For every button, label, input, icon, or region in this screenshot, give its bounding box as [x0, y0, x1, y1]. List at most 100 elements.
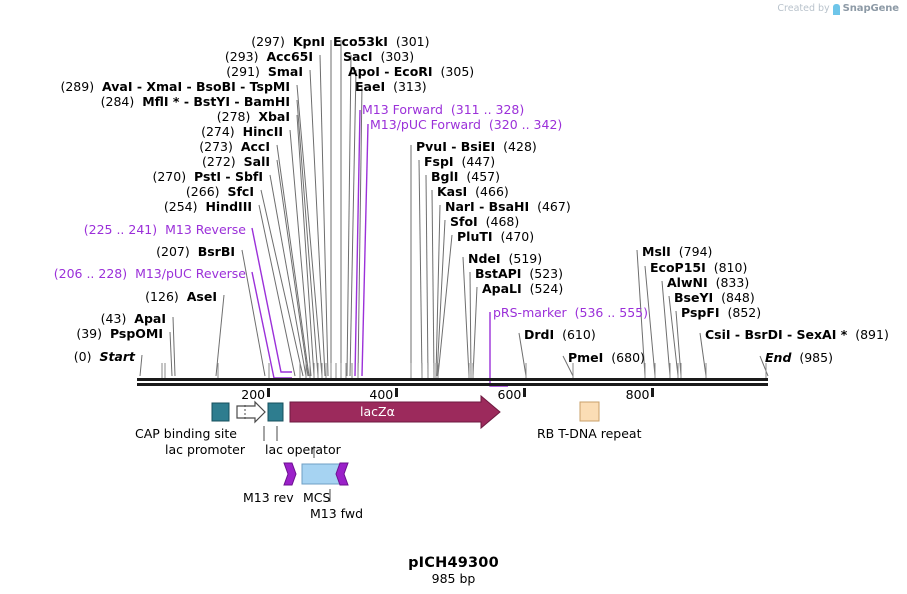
site-position-apoi: (305): [440, 64, 475, 79]
plasmid-name: pICH49300: [408, 555, 499, 571]
primer-label-m13-puc-reverse[interactable]: (206 .. 228) M13/pUC Reverse: [54, 267, 246, 281]
site-label-asei[interactable]: (126) AseI: [145, 290, 217, 304]
site-label-apoi[interactable]: ApoI - EcoRI (305): [348, 65, 474, 79]
site-position-csii: (891): [855, 327, 889, 342]
site-enzyme-apali: ApaLI: [482, 281, 522, 296]
enzyme-leader-lines: [139, 40, 769, 377]
site-label-pspomi[interactable]: (39) PspOMI: [76, 327, 163, 341]
site-label-nari[interactable]: NarI - BsaHI (467): [445, 200, 571, 214]
site-label-ndei[interactable]: NdeI (519): [468, 252, 542, 266]
site-enzyme-sali: SalI: [243, 154, 270, 169]
site-label-msli[interactable]: MslI (794): [642, 245, 712, 259]
primer-name-m13-puc-forward: M13/pUC Forward: [370, 117, 481, 132]
site-label-apali[interactable]: ApaLI (524): [482, 282, 563, 296]
site-label-bstapi[interactable]: BstAPI (523): [475, 267, 563, 281]
primer-label-m13-forward[interactable]: M13 Forward (311 .. 328): [362, 103, 524, 117]
site-enzyme-pvui: PvuI - BsiEI: [416, 139, 496, 154]
site-position-xbai: (278): [216, 109, 251, 124]
site-enzyme-psti: PstI - SbfI: [194, 169, 263, 184]
site-label-sfci[interactable]: (266) SfcI: [186, 185, 254, 199]
site-label-acci[interactable]: (273) AccI: [199, 140, 270, 154]
site-label-acc65i[interactable]: (293) Acc65I: [225, 50, 313, 64]
site-position-bseyi: (848): [721, 290, 755, 305]
site-label-end[interactable]: End (985): [765, 351, 833, 365]
site-enzyme-saci: SacI: [343, 49, 373, 64]
m13-rev-label: M13 rev: [243, 490, 294, 505]
site-enzyme-bseyi: BseYI: [674, 290, 714, 305]
primer-name-m13-forward: M13 Forward: [362, 102, 443, 117]
site-label-hindiii[interactable]: (254) HindIII: [164, 200, 252, 214]
site-enzyme-end: End: [765, 350, 792, 365]
site-label-kpni[interactable]: (297) KpnI: [251, 35, 325, 49]
site-label-bgli[interactable]: BglI (457): [431, 170, 500, 184]
site-enzyme-smai: SmaI: [267, 64, 303, 79]
site-enzyme-fspi: FspI: [424, 154, 454, 169]
m13-rev-glyph: [283, 462, 297, 486]
ruler-tick-800: 800: [625, 387, 650, 402]
site-position-msli: (794): [678, 244, 713, 259]
site-label-ecop15i[interactable]: EcoP15I (810): [650, 261, 747, 275]
site-enzyme-asei: AseI: [186, 289, 217, 304]
lacz-alpha-glyph: [289, 394, 501, 430]
site-enzyme-ndei: NdeI: [468, 251, 501, 266]
site-label-avai[interactable]: (289) AvaI - XmaI - BsoBI - TspMI: [60, 80, 290, 94]
site-enzyme-pspomi: PspOMI: [109, 326, 163, 341]
site-label-smai[interactable]: (291) SmaI: [226, 65, 303, 79]
site-enzyme-hincii: HincII: [242, 124, 283, 139]
primer-label-m13-puc-forward[interactable]: M13/pUC Forward (320 .. 342): [370, 118, 562, 132]
site-label-alwni[interactable]: AlwNI (833): [667, 276, 749, 290]
m13-fwd-label: M13 fwd: [310, 506, 364, 521]
site-label-pvui[interactable]: PvuI - BsiEI (428): [416, 140, 537, 154]
site-position-pmei: (680): [611, 350, 645, 365]
primer-label-m13-reverse[interactable]: (225 .. 241) M13 Reverse: [84, 223, 246, 237]
site-position-sali: (272): [202, 154, 236, 169]
site-enzyme-alwni: AlwNI: [667, 275, 708, 290]
site-label-pspfi[interactable]: PspFI (852): [681, 306, 761, 320]
lac-promoter-label: lac promoter: [165, 442, 245, 457]
site-label-start[interactable]: (0) Start: [74, 350, 135, 364]
restriction-ticks: [161, 363, 767, 378]
site-label-apai[interactable]: (43) ApaI: [101, 312, 166, 326]
site-enzyme-bstapi: BstAPI: [475, 266, 522, 281]
site-label-pmei[interactable]: PmeI (680): [568, 351, 645, 365]
site-label-sfoi[interactable]: SfoI (468): [450, 215, 519, 229]
cap-binding-site-label: CAP binding site: [135, 426, 237, 441]
site-label-mfli[interactable]: (284) MflI * - BstYI - BamHI: [101, 95, 290, 109]
site-label-saci[interactable]: SacI (303): [343, 50, 414, 64]
site-label-sali[interactable]: (272) SalI: [202, 155, 270, 169]
site-position-apai: (43): [100, 311, 127, 326]
site-position-avai: (289): [60, 79, 95, 94]
site-position-psti: (270): [152, 169, 187, 184]
lac-operator-glyph: [267, 402, 284, 422]
snapgene-watermark: Created by SnapGene: [777, 3, 899, 15]
snapgene-logo-icon: [832, 4, 840, 15]
site-enzyme-eco53ki: Eco53kI: [333, 34, 388, 49]
site-label-bseyi[interactable]: BseYI (848): [674, 291, 755, 305]
site-label-pluti[interactable]: PluTI (470): [457, 230, 534, 244]
site-enzyme-sfoi: SfoI: [450, 214, 478, 229]
site-label-eco53ki[interactable]: Eco53kI (301): [333, 35, 429, 49]
site-label-kasi[interactable]: KasI (466): [437, 185, 509, 199]
site-position-apali: (524): [529, 281, 564, 296]
site-label-fspi[interactable]: FspI (447): [424, 155, 495, 169]
site-label-eaei[interactable]: EaeI (313): [355, 80, 427, 94]
site-enzyme-eaei: EaeI: [355, 79, 386, 94]
site-enzyme-pmei: PmeI: [568, 350, 604, 365]
m13-fwd-glyph: [335, 462, 349, 486]
site-label-drdi[interactable]: DrdI (610): [524, 328, 596, 342]
site-label-csii[interactable]: CsiI - BsrDI - SexAI * (891): [705, 328, 889, 342]
site-label-hincii[interactable]: (274) HincII: [201, 125, 283, 139]
site-label-bsrbi[interactable]: (207) BsrBI: [156, 245, 235, 259]
ruler-tick-600: 600: [497, 387, 522, 402]
site-label-xbai[interactable]: (278) XbaI: [217, 110, 290, 124]
site-enzyme-mfli: MflI * - BstYI - BamHI: [142, 94, 290, 109]
site-label-psti[interactable]: (270) PstI - SbfI: [152, 170, 263, 184]
site-position-acc65i: (293): [224, 49, 259, 64]
primer-range-m13-puc-reverse: (206 .. 228): [53, 266, 128, 281]
primer-label-prs-marker[interactable]: pRS-marker (536 .. 555): [493, 306, 648, 320]
site-position-mfli: (284): [100, 94, 135, 109]
site-enzyme-sfci: SfcI: [227, 184, 254, 199]
plasmid-backbone: [137, 378, 768, 386]
site-enzyme-csii: CsiI - BsrDI - SexAI *: [705, 327, 848, 342]
